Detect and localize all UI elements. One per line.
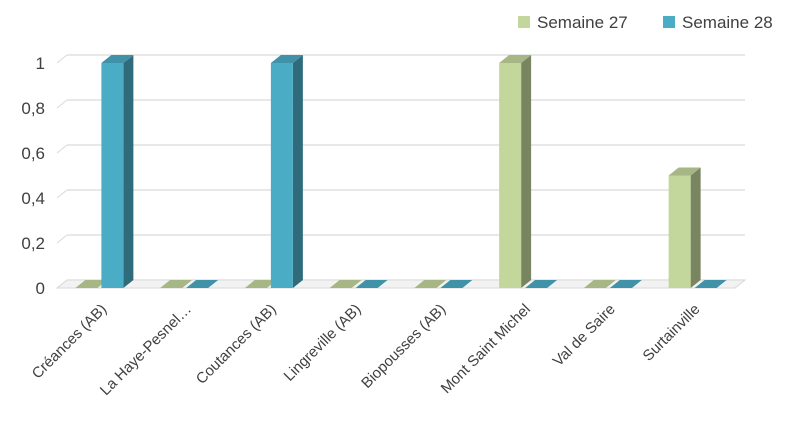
bar-front — [668, 175, 691, 288]
y-tick-label: 0,6 — [21, 144, 45, 163]
legend: Semaine 27 Semaine 28 — [518, 13, 773, 32]
x-tick-label: Mont Saint Michel — [438, 301, 534, 397]
bar-top — [583, 280, 616, 288]
bar — [668, 167, 701, 288]
bar-front — [101, 63, 124, 288]
bar-top — [355, 280, 388, 288]
bar-top — [160, 280, 193, 288]
y-tick-label: 0,8 — [21, 99, 45, 118]
bar-top — [414, 280, 447, 288]
gridline-depth — [56, 99, 68, 109]
bar — [244, 280, 277, 288]
y-tick-label: 0,4 — [21, 189, 45, 208]
legend-swatch — [518, 16, 530, 28]
x-tick-label: Val de Saire — [550, 301, 619, 370]
bar — [414, 280, 447, 288]
bar-top — [694, 280, 727, 288]
x-axis: Créances (AB)La Haye-Pesnel…Coutances (A… — [29, 301, 704, 399]
chart-floor — [55, 279, 747, 289]
gridlines — [56, 54, 745, 289]
gridline-depth — [56, 189, 68, 199]
legend-label: Semaine 28 — [682, 13, 773, 32]
legend-item: Semaine 28 — [663, 13, 773, 32]
bar-top — [244, 280, 277, 288]
bar — [499, 55, 532, 288]
legend-item: Semaine 27 — [518, 13, 628, 32]
y-tick-label: 1 — [36, 54, 45, 73]
bar-top — [329, 280, 362, 288]
bar-top — [499, 55, 532, 63]
bar-top — [668, 167, 701, 176]
bar — [101, 55, 134, 288]
y-tick-label: 0,2 — [21, 234, 45, 253]
y-axis: 0 0,2 0,4 0,6 0,8 1 — [21, 54, 45, 298]
bar — [270, 55, 303, 288]
bar — [75, 280, 108, 288]
x-tick-label: Coutances (AB) — [193, 301, 280, 388]
bar — [329, 280, 362, 288]
bar — [583, 280, 616, 288]
bars — [75, 55, 727, 288]
bar — [186, 280, 219, 288]
bar — [525, 280, 558, 288]
bar-top — [609, 280, 642, 288]
bar-side — [521, 55, 532, 288]
bar-top — [186, 280, 219, 288]
bar — [160, 280, 193, 288]
y-tick-label: 0 — [36, 279, 45, 298]
x-tick-label: Biopousses (AB) — [358, 301, 449, 392]
gridline-depth — [56, 234, 68, 244]
gridline-depth — [56, 144, 68, 154]
legend-label: Semaine 27 — [537, 13, 628, 32]
bar — [355, 280, 388, 288]
bar-top — [525, 280, 558, 288]
legend-swatch — [663, 16, 675, 28]
bar-side — [690, 167, 701, 288]
x-tick-label: Surtainville — [640, 301, 704, 365]
bar-top — [270, 55, 303, 63]
x-tick-label: Créances (AB) — [29, 301, 111, 383]
bar-top — [75, 280, 108, 288]
bar-front — [270, 63, 293, 288]
bar — [440, 280, 473, 288]
bar-top — [440, 280, 473, 288]
bar — [609, 280, 642, 288]
x-tick-label: La Haye-Pesnel… — [97, 301, 195, 399]
floor-plane — [55, 279, 747, 289]
bar-top — [101, 55, 134, 63]
x-tick-label: Lingreville (AB) — [281, 301, 365, 385]
gridline-depth — [56, 54, 68, 64]
bar — [694, 280, 727, 288]
bar-side — [292, 55, 303, 288]
bar-side — [123, 55, 134, 288]
bar-front — [499, 63, 522, 288]
